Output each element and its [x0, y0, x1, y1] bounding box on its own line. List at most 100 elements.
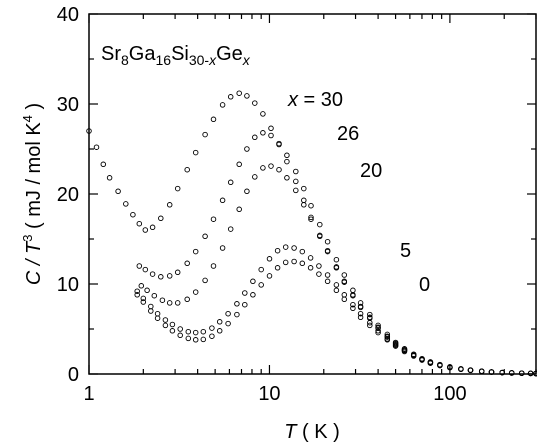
- data-point: [324, 278, 331, 285]
- data-point: [200, 336, 207, 343]
- data-point: [192, 149, 199, 156]
- data-point: [293, 178, 299, 185]
- data-point: [284, 152, 290, 159]
- data-point: [149, 224, 156, 231]
- data-point: [301, 202, 307, 208]
- data-point: [174, 185, 181, 192]
- data-point: [209, 325, 215, 331]
- data-point: [291, 258, 297, 265]
- data-point: [367, 322, 373, 329]
- data-point: [192, 248, 199, 255]
- data-point: [151, 292, 158, 299]
- data-point: [225, 310, 231, 317]
- data-point: [427, 360, 434, 366]
- data-point: [209, 333, 215, 339]
- data-point: [134, 288, 140, 294]
- data-point: [202, 131, 208, 138]
- data-point: [268, 163, 274, 169]
- data-point: [268, 132, 274, 139]
- data-point: [192, 337, 199, 343]
- data-point: [250, 292, 256, 298]
- data-point: [266, 256, 273, 262]
- data-point: [148, 308, 154, 314]
- data-point: [158, 274, 164, 280]
- data-point: [341, 272, 348, 278]
- data-point: [301, 185, 307, 192]
- data-point: [236, 161, 242, 168]
- data-point: [384, 334, 391, 340]
- data-point: [115, 188, 121, 195]
- data-point: [142, 227, 149, 233]
- data-point: [166, 202, 173, 208]
- data-point: [227, 94, 234, 100]
- data-point: [252, 100, 258, 106]
- data-point: [508, 370, 515, 376]
- data-point: [252, 134, 258, 141]
- data-point: [219, 102, 226, 108]
- series-label-x20: 20: [360, 160, 382, 182]
- data-point: [260, 165, 266, 171]
- data-point: [467, 367, 474, 374]
- data-point: [225, 320, 231, 327]
- data-point: [392, 339, 399, 346]
- data-point: [192, 329, 199, 336]
- data-point: [210, 263, 217, 269]
- data-marks: [86, 90, 537, 377]
- data-point: [268, 125, 274, 132]
- data-point: [216, 328, 223, 334]
- data-point: [252, 174, 258, 180]
- data-point: [260, 111, 266, 117]
- data-point: [244, 188, 250, 195]
- y-tick-label: 0: [68, 364, 79, 386]
- data-point: [357, 314, 364, 321]
- data-point: [234, 311, 240, 318]
- data-point: [174, 300, 181, 306]
- formula-annotation: Sr8Ga16Si30-xGex: [101, 43, 251, 68]
- data-point: [136, 220, 143, 227]
- data-point: [158, 215, 164, 222]
- data-point: [437, 362, 443, 369]
- data-point: [274, 265, 281, 271]
- data-point: [266, 273, 273, 279]
- data-point: [250, 278, 256, 285]
- data-point: [350, 305, 356, 312]
- y-tick-label: 10: [57, 274, 79, 296]
- data-point: [324, 272, 331, 278]
- data-point: [130, 211, 136, 218]
- data-point: [136, 263, 143, 269]
- series-label-x30: x = 30: [287, 89, 343, 111]
- data-point: [202, 233, 208, 240]
- x-tick-label: 100: [433, 383, 466, 405]
- data-point: [350, 292, 356, 299]
- data-point: [333, 282, 340, 288]
- data-point: [144, 287, 150, 294]
- data-point: [317, 221, 323, 228]
- data-point: [242, 290, 248, 296]
- data-point: [282, 259, 289, 266]
- data-point: [258, 266, 264, 273]
- data-point: [236, 206, 242, 213]
- data-point: [216, 319, 223, 325]
- data-point: [293, 187, 299, 194]
- data-point: [219, 245, 226, 251]
- data-point: [202, 277, 208, 284]
- data-point: [100, 161, 107, 168]
- y-axis-label: C / T3 ( mJ / mol K4 ): [20, 103, 45, 285]
- x-tick-label: 10: [258, 383, 280, 405]
- data-point: [142, 266, 149, 273]
- data-point: [154, 310, 161, 317]
- data-point: [324, 248, 331, 255]
- axis-ticks: 1 10 100 0 10 20 30 40: [57, 4, 537, 405]
- data-point: [185, 328, 192, 335]
- data-point: [341, 279, 348, 285]
- data-point: [219, 197, 226, 204]
- series-x26: [136, 130, 537, 377]
- data-point: [140, 299, 147, 305]
- data-point: [159, 297, 166, 303]
- data-point: [166, 300, 173, 306]
- data-point: [341, 292, 348, 298]
- data-point: [419, 357, 425, 363]
- x-axis-label: T ( K ): [284, 421, 340, 443]
- data-point: [200, 328, 207, 335]
